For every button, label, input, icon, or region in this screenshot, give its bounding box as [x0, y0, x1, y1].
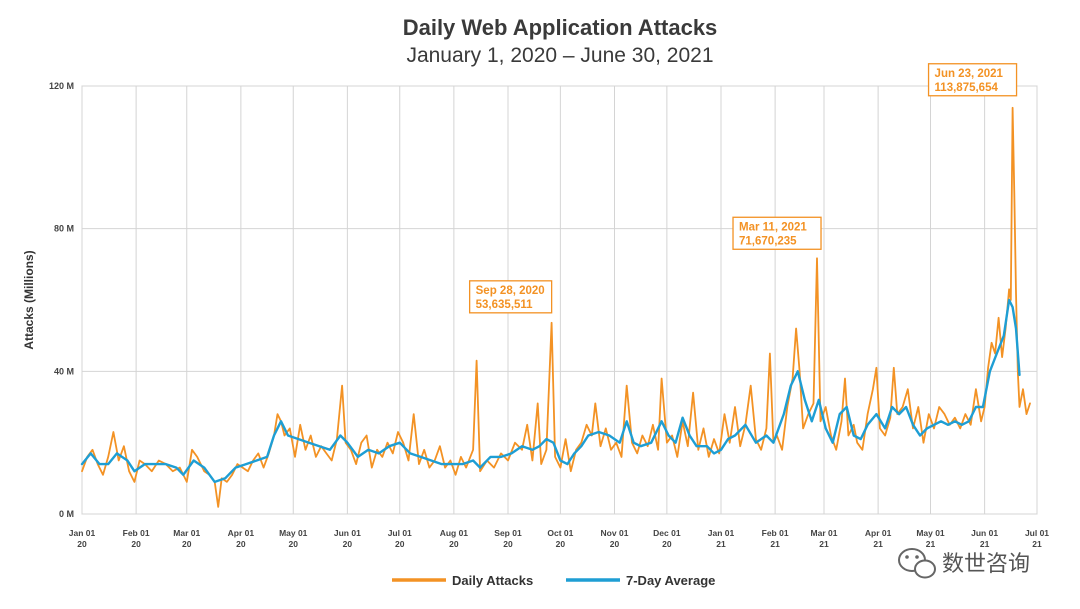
annotation-count: 113,875,654 [935, 82, 999, 94]
x-tick-label-year: 20 [610, 539, 620, 549]
x-tick-label-year: 20 [556, 539, 566, 549]
chart-subtitle: January 1, 2020 – June 30, 2021 [406, 44, 713, 67]
x-tick-label: Jan 01 [69, 528, 96, 538]
x-tick-label: May 01 [279, 528, 308, 538]
annotation-date: Mar 11, 2021 [739, 221, 807, 233]
x-tick-label: Apr 01 [865, 528, 892, 538]
y-tick-label: 0 M [59, 509, 74, 519]
annotation-count: 53,635,511 [476, 299, 534, 311]
x-tick-label: Apr 01 [228, 528, 255, 538]
x-tick-label-year: 21 [873, 539, 883, 549]
x-tick-label-year: 21 [980, 539, 990, 549]
x-tick-label: Aug 01 [440, 528, 469, 538]
series-group [80, 106, 1031, 508]
x-tick-label-year: 20 [182, 539, 192, 549]
x-tick-label-year: 20 [289, 539, 299, 549]
x-tick-label-year: 21 [1032, 539, 1042, 549]
x-tick-label: Jun 01 [971, 528, 998, 538]
x-tick-label: Mar 01 [811, 528, 838, 538]
x-tick-label-year: 21 [716, 539, 726, 549]
series-line-daily-attacks [81, 106, 1031, 508]
legend-label-7-day-average: 7-Day Average [626, 573, 715, 588]
watermark: 数世咨询 [898, 548, 1030, 579]
wechat-icon [898, 548, 936, 579]
x-tick-label-year: 20 [662, 539, 672, 549]
x-tick-label: Jul 01 [1025, 528, 1049, 538]
x-tick-label: Dec 01 [653, 528, 681, 538]
y-tick-label: 80 M [54, 224, 74, 234]
annotation-box [732, 216, 822, 250]
x-tick-label: Feb 01 [762, 528, 789, 538]
x-tick-label: Mar 01 [173, 528, 200, 538]
y-axis-label: Attacks (Millions) [22, 250, 36, 349]
x-tick-label: Jun 01 [334, 528, 361, 538]
x-tick-label-year: 20 [77, 539, 87, 549]
x-tick-label: Nov 01 [601, 528, 629, 538]
x-tick-label: Jul 01 [388, 528, 412, 538]
annotations: Sep 28, 2020 53,635,511 Mar 11, 2021 71,670… [468, 63, 1018, 314]
x-tick-label-year: 21 [819, 539, 829, 549]
plot-area [81, 85, 1038, 515]
x-tick-label-year: 20 [395, 539, 405, 549]
x-tick-label: Jan 01 [708, 528, 735, 538]
annotation-box [468, 280, 553, 314]
annotation-date: Sep 28, 2020 [476, 285, 545, 297]
x-tick-label-year: 20 [503, 539, 513, 549]
legend-label-daily-attacks: Daily Attacks [452, 573, 533, 588]
y-tick-label: 120 M [49, 81, 74, 91]
x-tick-label-year: 20 [449, 539, 459, 549]
x-tick-label: Feb 01 [123, 528, 150, 538]
x-tick-label: Sep 01 [494, 528, 522, 538]
annotation-date: Jun 23, 2021 [935, 68, 1004, 80]
series-line-7-day-average [80, 298, 1021, 484]
x-tick-label: May 01 [916, 528, 945, 538]
x-tick-label-year: 21 [770, 539, 780, 549]
x-tick-label-year: 20 [236, 539, 246, 549]
legend: Daily Attacks 7-Day Average [392, 573, 715, 588]
x-tick-label-year: 20 [343, 539, 353, 549]
x-tick-label-year: 21 [926, 539, 936, 549]
annotation-box [927, 63, 1018, 97]
annotation-count: 71,670,235 [739, 235, 797, 247]
x-tick-label-year: 20 [131, 539, 141, 549]
y-tick-label: 40 M [54, 366, 74, 376]
x-tick-label: Oct 01 [547, 528, 573, 538]
chart-title: Daily Web Application Attacks [403, 15, 718, 40]
watermark-text: 数世咨询 [942, 551, 1030, 576]
